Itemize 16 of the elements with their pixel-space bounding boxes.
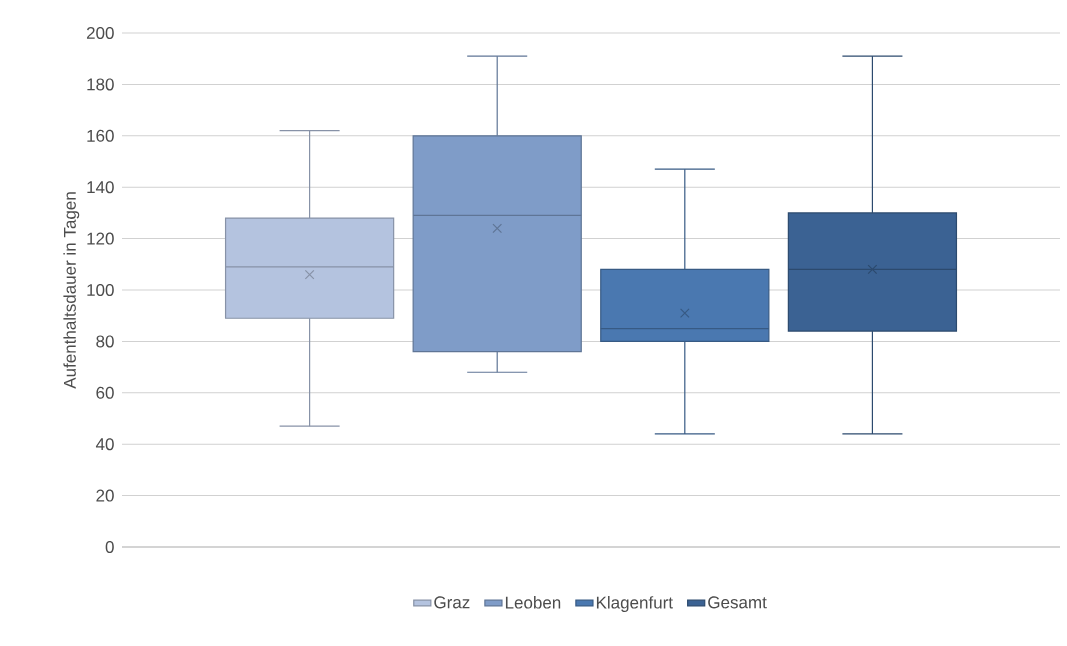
y-tick-label: 0: [105, 540, 114, 554]
y-tick-label: 40: [95, 438, 114, 451]
y-tick-label: 80: [96, 335, 114, 348]
y-tick-label: 140: [87, 181, 114, 194]
y-tick-label: 160: [87, 129, 114, 142]
legend-label: Leoben: [505, 596, 561, 609]
y-tick-label: 200: [86, 26, 114, 40]
y-tick-label: 20: [96, 489, 114, 502]
legend-label: Klagenfurt: [596, 596, 673, 612]
y-tick-label: 100: [87, 283, 114, 297]
y-tick-label: 60: [96, 386, 114, 399]
y-axis-title: Aufenthaltsdauer in Tagen: [63, 192, 80, 389]
y-tick-label: 120: [87, 232, 114, 245]
y-tick-label: 180: [87, 78, 114, 91]
legend-label: Gesamt: [708, 596, 767, 609]
legend-label: Graz: [434, 596, 470, 609]
